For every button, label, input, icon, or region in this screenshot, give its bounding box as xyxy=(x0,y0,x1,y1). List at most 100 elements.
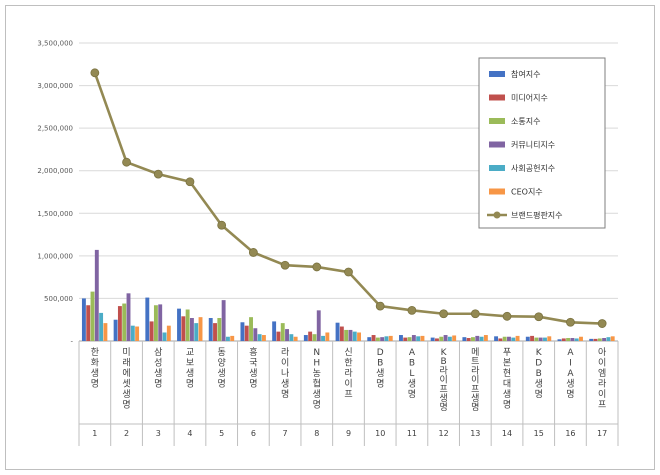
bar xyxy=(249,317,253,341)
bar xyxy=(530,335,535,341)
legend-swatch xyxy=(489,94,505,101)
line-point xyxy=(122,157,131,167)
line-series xyxy=(90,68,607,328)
bar xyxy=(117,306,122,341)
bar xyxy=(149,321,154,341)
legend-swatch xyxy=(489,165,505,171)
y-tick-label: 2,500,000 xyxy=(37,125,73,133)
bar xyxy=(244,325,249,341)
bar xyxy=(561,338,566,341)
bar xyxy=(335,322,340,341)
y-axis: - 500,000 1,000,000 1,500,000 2,000,000 2,500… xyxy=(37,40,73,346)
legend-marker xyxy=(493,211,501,219)
legend-label: 참여지수 xyxy=(511,69,540,79)
bar xyxy=(289,334,294,341)
y-tick-label: 1,500,000 xyxy=(37,210,73,218)
bar xyxy=(439,336,444,341)
bar xyxy=(483,335,488,341)
x-axis: 한 화 생 명 1 미 래 에 셋 생 명 2 삼 성 생 명 3 교 보 생 명 4 동 양 생 명 5 흥 국 생 명 6 라 이 나 생 명 7 N H… xyxy=(78,341,619,446)
bar xyxy=(272,321,277,341)
category-index: 6 xyxy=(251,429,256,438)
bar xyxy=(181,316,186,341)
bar xyxy=(253,328,258,341)
category-index: 12 xyxy=(439,429,449,438)
bar xyxy=(316,310,321,341)
bar xyxy=(566,338,571,341)
line-point xyxy=(312,262,322,272)
bar xyxy=(194,323,199,341)
line-point xyxy=(597,319,607,328)
bar xyxy=(574,338,579,341)
bar xyxy=(547,336,552,341)
bar xyxy=(135,326,140,341)
legend-swatch xyxy=(489,188,505,195)
bar xyxy=(280,323,285,341)
bar xyxy=(285,329,289,341)
bar xyxy=(312,334,317,341)
bar xyxy=(606,337,611,341)
y-tick-label: - xyxy=(70,338,73,346)
bar xyxy=(602,338,607,341)
bar xyxy=(515,335,520,341)
bar xyxy=(348,329,353,341)
bar xyxy=(507,336,511,341)
bar xyxy=(240,322,245,341)
legend-swatch xyxy=(489,141,505,148)
category-index: 8 xyxy=(314,429,319,438)
bar xyxy=(443,335,448,341)
chart-frame: - 500,000 1,000,000 1,500,000 2,000,000 2,500… xyxy=(5,5,655,470)
bar xyxy=(494,336,499,341)
legend-label: CEO지수 xyxy=(511,188,543,197)
bar xyxy=(185,309,190,341)
bar xyxy=(177,308,181,341)
bar xyxy=(511,337,516,341)
bar xyxy=(122,303,127,341)
bar xyxy=(126,293,131,341)
bar xyxy=(610,336,615,341)
bar xyxy=(257,334,262,341)
legend-label: 커뮤니티지수 xyxy=(511,140,555,150)
line-point xyxy=(470,309,480,319)
bar xyxy=(221,300,226,341)
category-index: 14 xyxy=(502,429,512,438)
bar xyxy=(166,325,171,341)
bar xyxy=(452,335,457,341)
bar xyxy=(593,338,598,341)
bar xyxy=(479,336,484,341)
line-point xyxy=(153,169,163,179)
bar xyxy=(230,335,235,341)
line-point xyxy=(502,311,512,321)
brand-reputation-chart: - 500,000 1,000,000 1,500,000 2,000,000 2,500… xyxy=(37,40,619,446)
line-point xyxy=(534,312,544,322)
bar xyxy=(557,339,562,341)
bar xyxy=(399,335,403,341)
bar xyxy=(189,318,194,341)
legend-label: 미디어지수 xyxy=(511,93,548,103)
bar xyxy=(367,337,372,341)
legend-label: 소통지수 xyxy=(511,117,540,126)
bar xyxy=(81,298,86,341)
bar xyxy=(293,336,298,341)
bar xyxy=(466,338,471,341)
category-index: 3 xyxy=(156,429,161,438)
bar xyxy=(162,332,167,341)
bar xyxy=(325,332,330,341)
legend-swatch xyxy=(489,71,505,77)
bar xyxy=(597,338,602,341)
category-index: 16 xyxy=(565,429,575,438)
bar xyxy=(534,337,539,341)
line-point xyxy=(185,177,195,187)
bar xyxy=(538,337,543,341)
category-index: 9 xyxy=(346,429,351,438)
bar xyxy=(411,335,416,341)
bar xyxy=(502,336,507,341)
y-tick-label: 3,500,000 xyxy=(37,40,73,48)
bar xyxy=(403,337,408,341)
